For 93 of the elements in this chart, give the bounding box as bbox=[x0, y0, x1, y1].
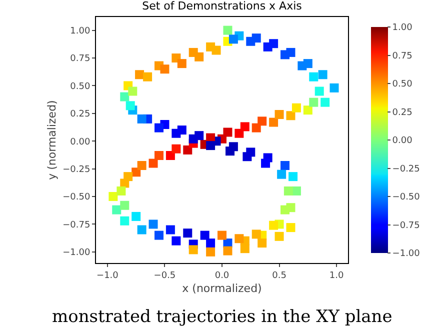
point bbox=[148, 158, 158, 168]
y-tick-label: −0.25 bbox=[62, 164, 90, 175]
point bbox=[148, 220, 158, 229]
point bbox=[112, 205, 122, 214]
color-bar-label: −0.25 bbox=[392, 164, 420, 174]
point bbox=[116, 186, 126, 196]
point bbox=[286, 223, 296, 232]
color-bar-label: 0.25 bbox=[392, 108, 412, 118]
point bbox=[284, 186, 293, 196]
point bbox=[128, 86, 138, 96]
point bbox=[223, 246, 232, 256]
point bbox=[252, 123, 261, 132]
point bbox=[166, 225, 175, 234]
color-bar-label: 0.00 bbox=[392, 136, 413, 146]
x-tick-label: 0.5 bbox=[272, 270, 286, 281]
point bbox=[288, 172, 298, 182]
point bbox=[120, 216, 130, 226]
x-tick-label: −0.5 bbox=[154, 270, 176, 281]
color-bar-label: −0.75 bbox=[392, 220, 420, 231]
point bbox=[292, 103, 301, 112]
color-bar-label: −0.50 bbox=[392, 192, 420, 203]
y-tick-label: 1.00 bbox=[70, 26, 90, 36]
point bbox=[234, 234, 244, 244]
point bbox=[137, 225, 146, 234]
point bbox=[188, 134, 198, 144]
point bbox=[132, 212, 141, 221]
point bbox=[172, 128, 181, 138]
point bbox=[120, 200, 130, 210]
point bbox=[206, 247, 216, 256]
y-tick-label: 0.75 bbox=[70, 54, 90, 64]
point bbox=[194, 52, 204, 62]
color-bar-label: −1.00 bbox=[392, 249, 420, 260]
text: monstrated trajectories in the XY plane bbox=[52, 307, 392, 327]
x-tick-label: 1.0 bbox=[329, 270, 344, 281]
point bbox=[269, 220, 278, 230]
point bbox=[274, 232, 284, 241]
x-tick-label: 0.0 bbox=[214, 270, 230, 281]
point bbox=[137, 114, 146, 124]
y-tick-label: −0.75 bbox=[62, 220, 90, 230]
chart-title: Set of Demonstrations x Axis bbox=[142, 0, 302, 12]
point bbox=[218, 230, 226, 240]
point bbox=[261, 158, 270, 168]
point bbox=[320, 98, 330, 107]
point bbox=[183, 228, 192, 238]
y-tick-label: 0.25 bbox=[70, 110, 90, 120]
point bbox=[263, 42, 272, 52]
point bbox=[274, 110, 284, 120]
point bbox=[200, 230, 210, 240]
point bbox=[183, 145, 192, 154]
point bbox=[330, 83, 339, 92]
point bbox=[309, 98, 318, 107]
y-tick-label: 0.00 bbox=[70, 137, 90, 148]
point bbox=[226, 146, 235, 156]
point bbox=[234, 128, 244, 138]
point bbox=[223, 128, 232, 137]
point bbox=[314, 86, 324, 96]
point bbox=[258, 238, 267, 248]
point bbox=[154, 230, 164, 240]
point bbox=[137, 160, 146, 170]
color-bar-label: 0.75 bbox=[392, 51, 412, 62]
point bbox=[298, 61, 307, 70]
point bbox=[240, 122, 250, 132]
color-bar-label: 1.00 bbox=[392, 23, 413, 34]
y-tick-label: −0.50 bbox=[62, 192, 90, 203]
point bbox=[188, 245, 198, 254]
x-axis-title: x (normalized) bbox=[182, 282, 262, 295]
point bbox=[206, 238, 216, 248]
point bbox=[318, 70, 328, 80]
point bbox=[172, 144, 181, 154]
point bbox=[206, 141, 216, 150]
point bbox=[172, 236, 181, 246]
point bbox=[160, 64, 170, 74]
point bbox=[154, 151, 164, 160]
point bbox=[228, 34, 238, 44]
point bbox=[135, 70, 144, 80]
color-bar-label: 0.50 bbox=[392, 80, 413, 90]
point bbox=[154, 123, 164, 132]
point bbox=[280, 160, 290, 170]
point bbox=[280, 205, 290, 214]
point bbox=[309, 72, 318, 82]
point bbox=[223, 26, 232, 35]
point bbox=[120, 92, 130, 102]
point bbox=[258, 116, 267, 126]
point bbox=[303, 106, 312, 115]
point bbox=[126, 101, 135, 110]
x-tick-label: −1.0 bbox=[96, 270, 119, 281]
point bbox=[240, 244, 250, 254]
y-axis-title: y (normalized) bbox=[45, 100, 58, 180]
point bbox=[242, 152, 252, 162]
y-tick-label: 0.50 bbox=[70, 82, 90, 92]
y-tick-label: −1.00 bbox=[62, 248, 90, 258]
point bbox=[177, 59, 186, 68]
point bbox=[108, 192, 118, 202]
